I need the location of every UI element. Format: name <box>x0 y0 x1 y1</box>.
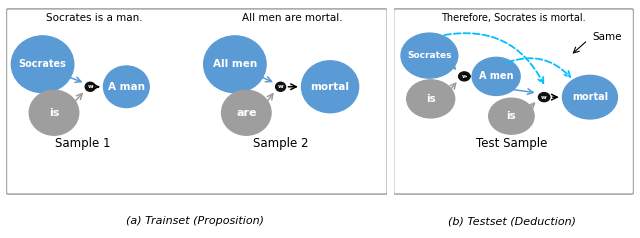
Circle shape <box>489 98 534 134</box>
Text: is: is <box>49 108 59 118</box>
Text: Test Sample: Test Sample <box>476 137 547 150</box>
Text: w: w <box>461 74 467 79</box>
FancyBboxPatch shape <box>394 9 634 194</box>
Text: mortal: mortal <box>310 82 349 92</box>
Text: All men are mortal.: All men are mortal. <box>242 13 342 23</box>
Circle shape <box>221 90 271 135</box>
Circle shape <box>472 57 520 95</box>
Circle shape <box>12 36 74 93</box>
Circle shape <box>538 93 550 102</box>
Circle shape <box>401 33 458 78</box>
Text: mortal: mortal <box>572 92 608 102</box>
Text: are: are <box>236 108 257 118</box>
Text: is: is <box>426 94 436 104</box>
Text: is: is <box>506 111 516 121</box>
Text: Same: Same <box>592 32 621 42</box>
Circle shape <box>301 61 358 113</box>
Circle shape <box>459 72 470 81</box>
Text: Sample 2: Sample 2 <box>253 137 308 150</box>
Text: Socrates: Socrates <box>19 59 67 69</box>
Text: w: w <box>278 84 284 89</box>
Text: Socrates: Socrates <box>407 51 452 60</box>
Text: A man: A man <box>108 82 145 92</box>
Circle shape <box>29 90 79 135</box>
Text: w: w <box>541 95 547 100</box>
Circle shape <box>85 82 95 91</box>
Text: Sample 1: Sample 1 <box>55 137 110 150</box>
Text: (a) Trainset (Proposition): (a) Trainset (Proposition) <box>126 216 264 226</box>
FancyBboxPatch shape <box>6 9 387 194</box>
Text: All men: All men <box>212 59 257 69</box>
Text: Socrates is a man.: Socrates is a man. <box>45 13 142 23</box>
Text: Therefore, Socrates is mortal.: Therefore, Socrates is mortal. <box>442 13 586 23</box>
Circle shape <box>204 36 266 93</box>
Text: A men: A men <box>479 71 513 81</box>
Text: w: w <box>87 84 93 89</box>
Circle shape <box>406 80 454 118</box>
Circle shape <box>104 66 149 108</box>
Circle shape <box>563 75 618 119</box>
Text: (b) Testset (Deduction): (b) Testset (Deduction) <box>448 216 576 226</box>
Circle shape <box>276 82 285 91</box>
